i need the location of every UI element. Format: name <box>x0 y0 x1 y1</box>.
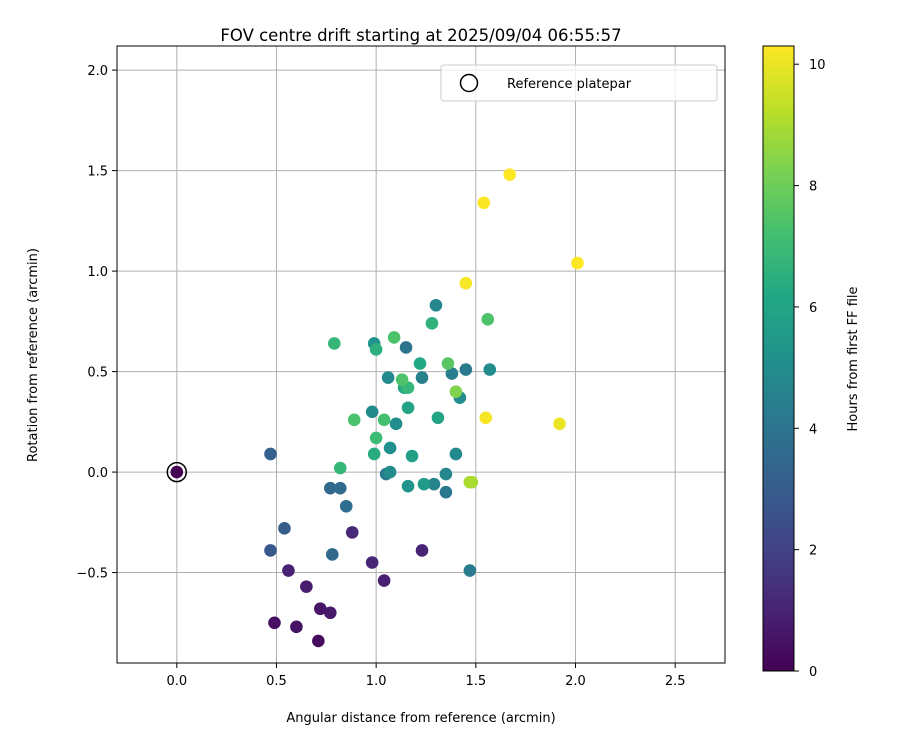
data-point <box>383 441 397 455</box>
data-point <box>345 526 359 539</box>
data-point <box>439 467 453 481</box>
data-point <box>417 477 431 491</box>
data-point <box>395 373 409 386</box>
data-point <box>439 485 453 499</box>
data-point <box>399 341 413 354</box>
y-tick-label: 2.0 <box>87 64 108 79</box>
data-point <box>365 405 379 419</box>
legend-box <box>440 64 718 102</box>
data-point <box>290 620 303 634</box>
data-point <box>449 385 463 398</box>
data-point <box>441 357 455 370</box>
legend: Reference platepar <box>440 64 718 102</box>
y-tick-label: 1.5 <box>87 165 108 180</box>
data-point <box>323 481 337 495</box>
colorbar-label: Hours from first FF file <box>846 286 861 431</box>
data-point <box>483 363 497 376</box>
data-point <box>377 413 391 427</box>
colorbar-tick-label: 0 <box>809 665 817 680</box>
data-point <box>333 461 347 475</box>
x-tick-label: 2.0 <box>565 674 586 689</box>
y-axis-label: Rotation from reference (arcmin) <box>26 248 41 462</box>
data-point <box>459 276 473 290</box>
data-point <box>312 634 325 648</box>
reference-point-ring <box>166 461 188 483</box>
x-tick-label: 0.5 <box>266 674 287 689</box>
data-point <box>383 465 397 479</box>
y-tick-label: 0.0 <box>87 466 108 481</box>
data-point <box>477 196 491 210</box>
reference-point-marker <box>170 465 184 479</box>
x-tick-label: 2.5 <box>665 674 686 689</box>
data-point <box>429 298 443 312</box>
x-tick-label: 1.0 <box>366 674 387 689</box>
data-point <box>377 574 391 587</box>
data-point <box>415 544 429 557</box>
data-point <box>553 417 566 431</box>
colorbar-ticks: 0 2 4 6 8 10 <box>794 58 826 680</box>
data-point <box>369 343 383 356</box>
data-point <box>264 447 277 461</box>
y-tick-label: 1.0 <box>87 265 108 280</box>
data-point <box>369 431 383 445</box>
data-point <box>327 337 341 350</box>
plot-frame <box>116 45 726 664</box>
x-axis-ticks: 0.0 0.5 1.0 1.5 2.0 2.5 <box>166 663 686 689</box>
scatter-points <box>166 168 584 648</box>
chart-title: FOV centre drift starting at 2025/09/04 … <box>220 26 621 45</box>
data-point <box>481 313 495 326</box>
x-tick-label: 0.0 <box>166 674 187 689</box>
data-point <box>401 479 415 493</box>
data-point <box>387 331 401 344</box>
data-point <box>445 367 459 380</box>
colorbar-tick-label: 8 <box>809 180 817 195</box>
data-point <box>278 522 291 535</box>
data-point <box>268 616 281 630</box>
data-point <box>413 357 427 370</box>
colorbar-tick-label: 10 <box>809 58 826 73</box>
y-tick-label: −0.5 <box>76 567 108 582</box>
data-point <box>314 602 327 616</box>
data-point <box>333 481 347 495</box>
legend-marker-icon <box>459 73 479 93</box>
data-point <box>425 317 439 330</box>
data-point <box>347 413 361 427</box>
data-point <box>463 564 477 577</box>
data-point <box>367 447 381 461</box>
data-point <box>405 449 419 463</box>
colorbar-gradient <box>762 45 795 672</box>
grid-lines <box>117 46 725 663</box>
data-point <box>389 417 403 431</box>
colorbar-tick-label: 6 <box>809 301 817 316</box>
data-point <box>415 371 429 384</box>
data-point <box>459 363 473 376</box>
data-point <box>449 447 463 461</box>
data-point <box>431 411 445 425</box>
data-point <box>401 401 415 415</box>
data-point <box>325 548 339 561</box>
colorbar-tick-label: 2 <box>809 544 817 559</box>
colorbar: 0 2 4 6 8 10 Hours from first FF file <box>762 45 861 680</box>
data-point <box>339 499 353 513</box>
data-point <box>323 606 337 620</box>
data-point <box>282 564 295 577</box>
data-point <box>571 256 584 270</box>
y-axis-ticks: −0.5 0.0 0.5 1.0 1.5 2.0 <box>76 64 117 582</box>
colorbar-tick-label: 4 <box>809 422 817 437</box>
data-point <box>381 371 395 384</box>
data-point <box>264 544 277 557</box>
legend-label: Reference platepar <box>507 77 632 92</box>
y-tick-label: 0.5 <box>87 366 108 381</box>
data-point <box>427 477 441 491</box>
data-point <box>503 168 517 181</box>
data-point <box>300 580 313 593</box>
x-axis-label: Angular distance from reference (arcmin) <box>286 711 555 726</box>
data-point <box>463 475 477 489</box>
x-tick-label: 1.5 <box>465 674 486 689</box>
data-point <box>365 556 379 569</box>
data-point <box>479 411 493 425</box>
